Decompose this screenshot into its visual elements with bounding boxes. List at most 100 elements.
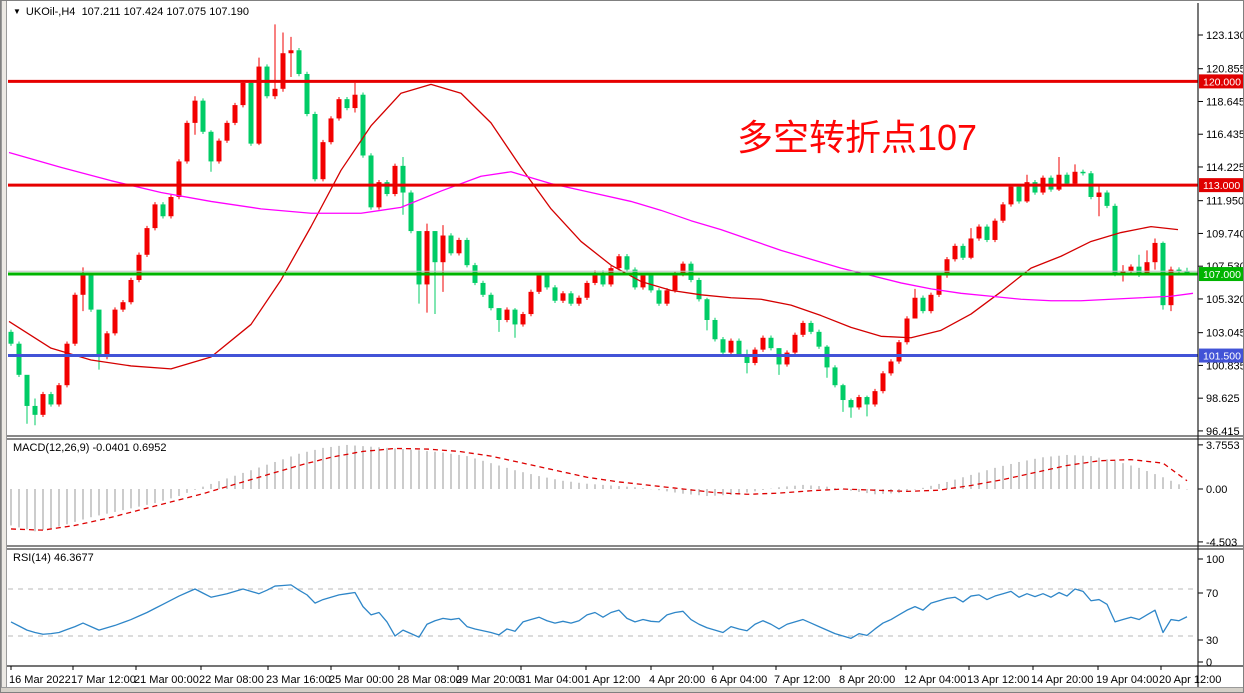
window-bottom-edge [1,687,1243,692]
candle-body [880,373,886,392]
price-level-badge [1199,178,1243,193]
candle-body [1104,192,1110,206]
candle-body [1168,269,1174,306]
candle-body [176,161,182,197]
candle-body [504,309,510,320]
candle-body [416,231,422,285]
price-tick-label: 109.740 [1206,228,1244,240]
candle-body [608,268,614,285]
candle-body [248,82,254,144]
candle-body [1032,182,1038,193]
window-left-edge [1,1,7,692]
candle-body [384,182,390,195]
candle-body [1096,192,1102,197]
candle-body [672,274,678,291]
macd-scale-label: 3.7553 [1206,440,1240,452]
price-tick-label: 103.045 [1206,328,1244,340]
candle-body [440,235,446,263]
candle-body [984,226,990,240]
rsi-indicator-label: RSI(14) 46.3677 [13,552,94,564]
candle-body [128,279,134,303]
price-level-badge [1199,267,1243,282]
candle-body [224,122,230,141]
candle-body [432,231,438,263]
time-tick-label: 16 Mar 2022 [9,674,71,686]
candle-body [40,394,46,415]
candle-body [1008,186,1014,205]
rsi-name: RSI(14) [13,552,51,564]
candle-body [664,290,670,304]
candle-body [488,294,494,309]
candle-body [168,196,174,217]
candle-body [1112,205,1118,275]
candle-body [328,118,334,143]
time-tick-label: 22 Mar 08:00 [199,674,264,686]
candle-body [296,50,302,74]
candle-body [728,340,734,353]
price-tick-label: 123.130 [1206,30,1244,42]
candle-body [200,100,206,132]
candle-body [912,297,918,319]
candle-body [464,239,470,266]
candle-body [904,318,910,343]
annotation-text[interactable]: 多空转折点107 [737,117,978,158]
time-tick-label: 1 Apr 12:00 [584,674,640,686]
candle-body [96,309,102,358]
candle-body [1128,266,1134,272]
time-tick-label: 17 Mar 12:00 [71,674,136,686]
candle-body [480,282,486,295]
candle-body [56,385,62,405]
candle-body [344,99,350,109]
candle-body [1152,242,1158,263]
candle-body [240,82,246,106]
candle-body [520,314,526,325]
candle-body [656,290,662,304]
price-tick-label: 114.225 [1206,162,1244,174]
candle-body [976,226,982,239]
candle-body [280,53,286,89]
time-tick-label: 4 Apr 20:00 [649,674,705,686]
candle-body [536,275,542,292]
candle-body [272,88,278,97]
candle-body [848,400,854,408]
candle-body [584,282,590,298]
candle-body [920,297,926,312]
candle-body [560,293,566,301]
candle-body [832,367,838,386]
candle-body [320,142,326,180]
candle-body [288,50,294,54]
candle-body [1024,182,1030,202]
price-level-badge-label: 113.000 [1203,180,1240,192]
candle-body [808,322,814,332]
candle-body [1072,171,1078,184]
candle-body [256,66,262,144]
candle-body [528,291,534,315]
price-tick-label: 105.320 [1206,294,1244,306]
candle-body [24,374,30,406]
candle-body [744,354,750,363]
symbol-dropdown-icon[interactable]: ▼ [13,7,21,16]
candle-body [16,343,22,375]
candle-body [32,405,38,415]
rsi-scale-label: 70 [1206,588,1218,600]
time-tick-label: 6 Apr 04:00 [711,674,767,686]
ohlc-info-bar: ▼ UKOil-,H4 107.211 107.424 107.075 107.1… [13,6,249,18]
candle-body [216,140,222,162]
candle-body [152,204,158,229]
price-tick-label: 98.625 [1206,393,1240,405]
candle-body [376,182,382,208]
candle-body [992,220,998,240]
candle-body [576,297,582,304]
price-level-badge-label: 101.500 [1203,351,1241,363]
candle-body [72,294,78,344]
time-tick-label: 25 Mar 00:00 [329,674,394,686]
candle-body [696,279,702,300]
time-tick-label: 14 Apr 20:00 [1031,674,1093,686]
time-tick-label: 21 Mar 00:00 [134,674,199,686]
macd-signal-line [10,447,1188,531]
candle-body [1184,271,1190,273]
candle-body [496,308,502,320]
candle-body [392,165,398,195]
candle-body [424,231,430,285]
